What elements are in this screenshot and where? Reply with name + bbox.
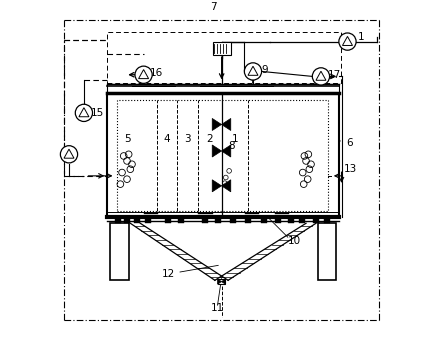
Bar [134,217,140,223]
Bar [245,217,251,223]
Text: 11: 11 [211,303,224,314]
Text: 1: 1 [358,32,364,42]
Circle shape [135,66,152,83]
Bar [107,32,341,83]
Bar [324,217,330,223]
Polygon shape [222,180,231,192]
Text: 1: 1 [231,134,238,144]
Polygon shape [212,145,222,157]
Text: 7: 7 [210,2,217,12]
Polygon shape [218,279,222,284]
Text: 9: 9 [261,65,268,75]
Circle shape [339,33,356,50]
Text: 8: 8 [228,141,235,151]
Bar [179,217,184,223]
Circle shape [312,68,330,85]
Text: 12: 12 [162,269,175,279]
Bar [275,217,280,223]
Polygon shape [212,118,222,131]
Text: 13: 13 [344,164,358,174]
Text: 6: 6 [346,138,353,148]
Polygon shape [212,180,222,192]
Bar [165,217,171,223]
Circle shape [75,104,93,121]
Text: 5: 5 [124,134,130,144]
Bar [116,217,121,223]
Bar [215,217,221,223]
Text: 17: 17 [327,71,341,80]
Text: 16: 16 [150,68,163,78]
Polygon shape [222,118,231,131]
Bar [299,217,305,223]
Polygon shape [222,279,225,284]
Text: 2: 2 [206,134,213,144]
Bar [117,100,327,211]
Bar [110,223,128,280]
Bar [213,42,231,55]
Bar [230,217,236,223]
Text: 14: 14 [62,149,76,159]
Bar [202,217,208,223]
Text: 15: 15 [90,108,104,118]
Bar [288,217,294,223]
Bar [318,223,336,280]
Text: 4: 4 [163,134,170,144]
Text: 10: 10 [288,236,301,245]
Bar [124,217,130,223]
Bar [145,217,151,223]
Bar [107,93,339,217]
Bar [218,279,225,284]
Circle shape [60,146,78,163]
Bar [313,217,319,223]
Text: 3: 3 [184,134,190,144]
Polygon shape [222,145,231,157]
Circle shape [245,63,262,80]
Bar [261,217,267,223]
